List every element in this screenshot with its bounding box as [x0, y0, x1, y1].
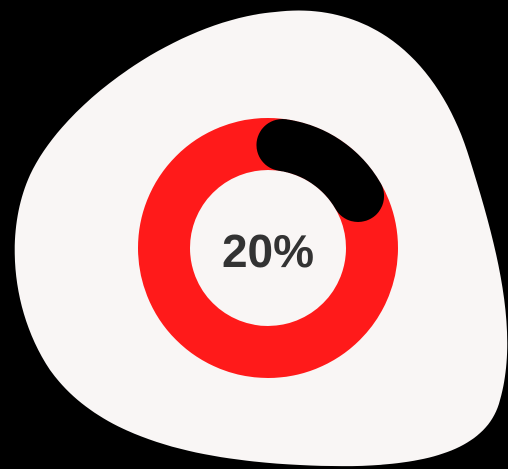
blob-shape: [14, 10, 508, 467]
progress-percent-label: 20%: [221, 225, 315, 277]
progress-indicator: [256, 119, 385, 222]
